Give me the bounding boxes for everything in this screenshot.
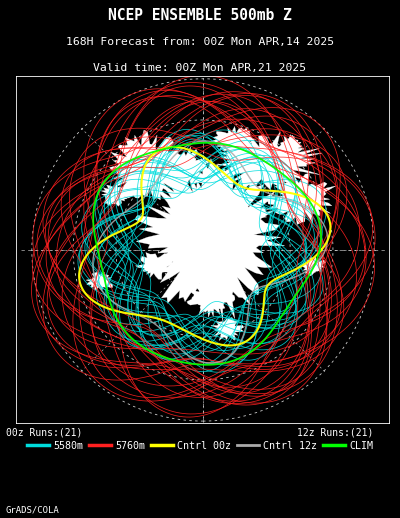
Polygon shape <box>302 256 326 276</box>
Text: Valid time: 00Z Mon APR,21 2025: Valid time: 00Z Mon APR,21 2025 <box>94 63 306 73</box>
Text: GrADS/COLA: GrADS/COLA <box>6 506 60 515</box>
Polygon shape <box>215 132 322 191</box>
Legend: 5580m, 5760m, Cntrl 00z, Cntrl 12z, CLIM: 5580m, 5760m, Cntrl 00z, Cntrl 12z, CLIM <box>23 437 377 454</box>
Polygon shape <box>232 203 267 229</box>
Text: NCEP ENSEMBLE 500mb Z: NCEP ENSEMBLE 500mb Z <box>108 8 292 22</box>
Polygon shape <box>211 318 243 340</box>
Text: 168H Forecast from: 00Z Mon APR,14 2025: 168H Forecast from: 00Z Mon APR,14 2025 <box>66 37 334 47</box>
Polygon shape <box>136 252 176 279</box>
Polygon shape <box>187 280 235 317</box>
Polygon shape <box>263 174 336 224</box>
Text: 12z Runs:(21): 12z Runs:(21) <box>297 428 374 438</box>
Polygon shape <box>101 182 130 206</box>
Polygon shape <box>213 126 256 157</box>
Polygon shape <box>110 130 192 200</box>
Polygon shape <box>135 155 285 322</box>
Text: 00z Runs:(21): 00z Runs:(21) <box>6 428 82 438</box>
Polygon shape <box>152 147 211 188</box>
Polygon shape <box>277 135 302 158</box>
Polygon shape <box>175 192 198 212</box>
Polygon shape <box>86 272 113 291</box>
